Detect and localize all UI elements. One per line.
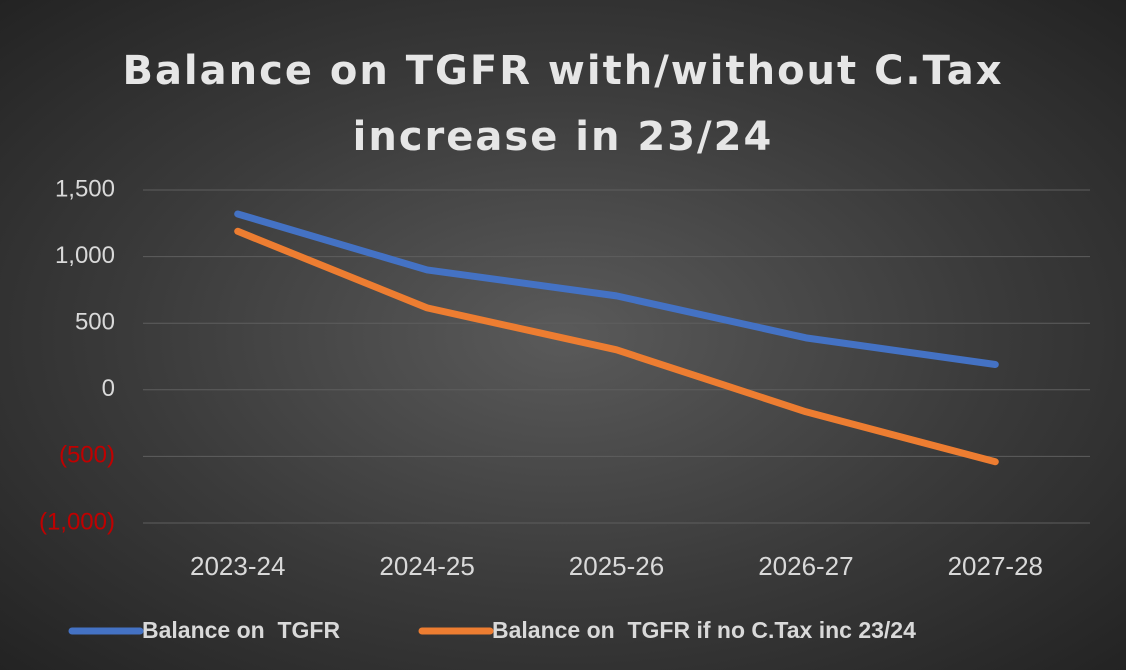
x-tick-label: 2026-27 bbox=[758, 551, 853, 581]
x-tick-label: 2027-28 bbox=[948, 551, 1043, 581]
x-tick-label: 2025-26 bbox=[569, 551, 664, 581]
x-tick-label: 2024-25 bbox=[379, 551, 474, 581]
legend-label: Balance on TGFR bbox=[142, 617, 340, 643]
series-line bbox=[234, 210, 999, 368]
x-tick-label: 2023-24 bbox=[190, 551, 285, 581]
chart-title: Balance on TGFR with/without C.Tax incre… bbox=[122, 48, 1004, 160]
y-tick-label: 1,000 bbox=[55, 242, 115, 269]
legend-label: Balance on TGFR if no C.Tax inc 23/24 bbox=[492, 617, 916, 643]
series-line bbox=[234, 227, 999, 466]
y-tick-label: 1,500 bbox=[55, 175, 115, 202]
y-tick-label: 500 bbox=[75, 309, 115, 336]
y-tick-label: (500) bbox=[59, 442, 115, 469]
y-tick-label: 0 bbox=[102, 375, 115, 402]
y-tick-label: (1,000) bbox=[39, 508, 115, 535]
